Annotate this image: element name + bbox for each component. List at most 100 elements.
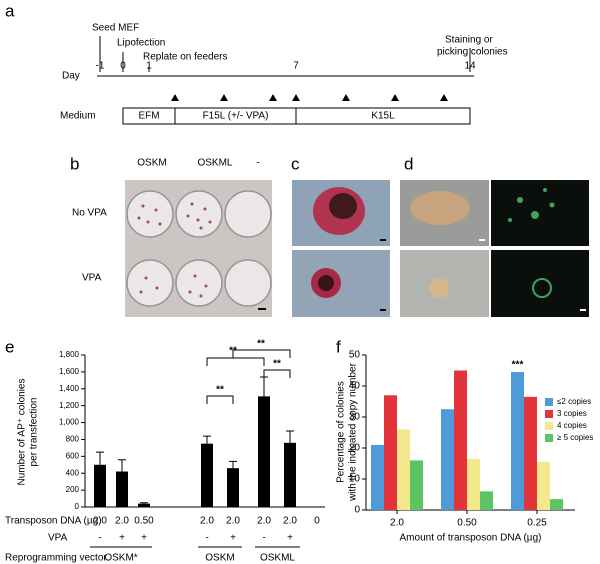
bar	[227, 468, 239, 507]
bar	[201, 443, 213, 507]
bar	[397, 429, 410, 510]
y-tick-label: 200	[66, 485, 80, 494]
medium: K15L	[371, 111, 395, 122]
day-label: Day	[62, 71, 80, 82]
row-label: VPA	[48, 533, 68, 544]
y-tick-label: 1,200	[59, 401, 80, 410]
event: picking colonies	[437, 47, 508, 58]
bar	[138, 503, 150, 507]
bar	[511, 372, 524, 510]
group: OSKM	[205, 553, 234, 564]
table-cell: -	[262, 533, 265, 544]
bar	[454, 370, 467, 510]
medium-box	[295, 107, 471, 125]
y-tick-label: 400	[66, 468, 80, 477]
bar	[371, 444, 384, 510]
significance-bracket	[263, 369, 291, 378]
y-axis-label: per transfection	[29, 398, 40, 467]
table-cell: 2.0	[200, 516, 214, 527]
bar	[384, 395, 397, 510]
panel-label: a	[5, 1, 15, 20]
significance-bracket	[206, 395, 234, 404]
y-axis-label: with the indicated copy number	[348, 362, 359, 502]
y-tick-label: 20	[349, 443, 361, 454]
table-cell: 2.0	[226, 516, 240, 527]
medium: EFM	[138, 111, 159, 122]
bar	[284, 442, 296, 507]
arrowhead	[220, 94, 228, 101]
arrowhead	[269, 94, 277, 101]
legend-label: 3 copies	[557, 409, 587, 418]
arrowhead	[391, 94, 399, 101]
x-axis-label: Amount of transposon DNA (µg)	[400, 533, 542, 544]
bar	[467, 458, 480, 510]
bar	[550, 499, 563, 510]
group: OSKML	[260, 553, 295, 564]
legend-swatch	[545, 410, 553, 418]
x-tick-label: 0.25	[527, 518, 547, 529]
panel-label: e	[5, 337, 14, 356]
error-bar	[260, 376, 268, 397]
table-cell: +	[141, 533, 147, 544]
bar	[441, 409, 454, 510]
error-bar	[96, 451, 104, 465]
legend-swatch	[545, 434, 553, 442]
panel-label: b	[70, 154, 79, 173]
y-axis-label: Number of AP⁺ colonies	[17, 379, 28, 486]
group: OSKM*	[104, 553, 137, 564]
event: Seed MEF	[92, 23, 139, 34]
significance-bracket	[232, 349, 291, 358]
arrowhead	[342, 94, 350, 101]
y-tick-label: 40	[349, 381, 361, 392]
legend-swatch	[545, 422, 553, 430]
plate-column: OSKM	[137, 158, 166, 169]
plate-photo	[125, 180, 272, 317]
y-tick-label: 10	[349, 474, 361, 485]
error-bar	[286, 430, 294, 443]
table-cell: 2.0	[257, 516, 271, 527]
event: Staining or	[445, 35, 493, 46]
table-cell: +	[287, 533, 293, 544]
fluorescence-photo	[400, 180, 589, 317]
table-cell: +	[119, 533, 125, 544]
plate-column: OSKML	[197, 158, 232, 169]
y-tick-label: 1,400	[59, 384, 80, 393]
table-cell: 2.0	[283, 516, 297, 527]
legend-swatch	[545, 398, 553, 406]
y-tick-label: 1,000	[59, 418, 80, 427]
significance: **	[216, 385, 224, 396]
y-tick-label: 0	[354, 505, 360, 516]
group-label: Reprogramming vector	[5, 553, 107, 564]
bar	[410, 460, 423, 510]
y-tick-label: 0	[75, 502, 80, 511]
medium: F15L (+/- VPA)	[203, 111, 269, 122]
panel-label: c	[291, 154, 300, 173]
legend-label: 4 copies	[557, 421, 587, 430]
bar	[94, 464, 106, 507]
bar	[537, 461, 550, 510]
arrowhead	[292, 94, 300, 101]
event: Lipofection	[117, 38, 165, 49]
table-cell: 0.50	[134, 516, 154, 527]
table-cell: 2.0	[93, 516, 107, 527]
x-tick-label: 2.0	[390, 518, 404, 529]
legend-label: ≤2 copies	[557, 397, 591, 406]
row-label: Transposon DNA (µg)	[5, 516, 102, 527]
legend-label: ≥ 5 copies	[557, 433, 593, 442]
y-tick-label: 800	[66, 435, 80, 444]
medium-label: Medium	[60, 111, 96, 122]
table-cell: -	[98, 533, 101, 544]
error-bar	[118, 459, 126, 472]
significance: ***	[512, 360, 524, 371]
bar	[258, 396, 270, 507]
day-tick: 7	[293, 61, 299, 72]
table-cell: 0	[314, 516, 320, 527]
arrowhead	[440, 94, 448, 101]
y-tick-label: 1,800	[59, 350, 80, 359]
significance: **	[273, 359, 281, 370]
plate-row: VPA	[82, 273, 102, 284]
bar	[524, 396, 537, 510]
y-tick-label: 50	[349, 350, 361, 361]
table-cell: +	[230, 533, 236, 544]
